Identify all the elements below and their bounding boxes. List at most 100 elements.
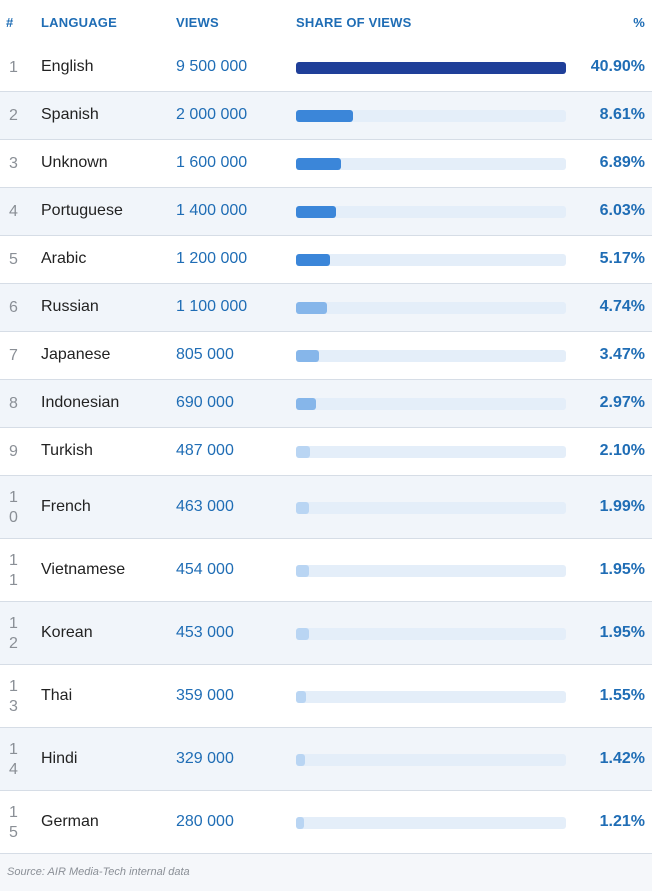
share-bar-track	[296, 206, 566, 218]
row-language: Russian	[41, 298, 99, 315]
table-row: 5 Arabic 1 200 000 5.17%	[0, 236, 652, 284]
row-percent: 40.90%	[590, 58, 645, 75]
share-bar-track	[296, 398, 566, 410]
row-views: 805 000	[176, 346, 234, 363]
row-language: Turkish	[41, 442, 93, 459]
header-rank: #	[6, 15, 14, 30]
row-percent: 6.03%	[599, 202, 645, 219]
row-views: 487 000	[176, 442, 234, 459]
table-row: 13 Thai 359 000 1.55%	[0, 665, 652, 728]
row-percent: 3.47%	[599, 346, 645, 363]
row-percent: 5.17%	[599, 250, 645, 267]
row-percent: 8.61%	[599, 106, 645, 123]
header-percent: %	[633, 15, 645, 30]
row-rank: 9	[9, 443, 18, 460]
row-rank: 5	[9, 251, 18, 268]
share-bar-track	[296, 110, 566, 122]
row-language: Thai	[41, 686, 73, 704]
row-views: 359 000	[176, 686, 234, 704]
share-bar-track	[296, 62, 566, 74]
share-bar-track	[296, 816, 566, 829]
row-rank: 1	[9, 59, 18, 76]
table-row: 7 Japanese 805 000 3.47%	[0, 332, 652, 380]
share-bar-track	[296, 753, 566, 766]
row-language: Indonesian	[41, 394, 120, 411]
share-bar	[296, 158, 341, 170]
row-rank: 3	[9, 155, 18, 172]
row-rank: 12	[9, 614, 18, 652]
share-bar	[296, 302, 327, 314]
row-views: 1 600 000	[176, 154, 248, 171]
row-percent: 1.21%	[599, 812, 645, 830]
row-percent: 1.42%	[599, 749, 645, 767]
row-views: 454 000	[176, 560, 234, 578]
table-row: 9 Turkish 487 000 2.10%	[0, 428, 652, 476]
header-views: VIEWS	[176, 15, 219, 30]
row-percent: 2.10%	[599, 442, 645, 459]
row-rank: 11	[9, 551, 18, 589]
share-bar	[296, 627, 309, 640]
row-rank: 15	[9, 803, 18, 841]
row-views: 329 000	[176, 749, 234, 767]
share-bar	[296, 206, 336, 218]
row-rank: 13	[9, 677, 18, 715]
share-bar	[296, 254, 330, 266]
table-row: 10 French 463 000 1.99%	[0, 476, 652, 539]
header-share: SHARE OF VIEWS	[296, 15, 412, 30]
row-views: 1 100 000	[176, 298, 248, 315]
row-views: 2 000 000	[176, 106, 248, 123]
table-row: 2 Spanish 2 000 000 8.61%	[0, 92, 652, 140]
row-views: 1 200 000	[176, 250, 248, 267]
row-language: Unknown	[41, 154, 108, 171]
share-bar	[296, 753, 305, 766]
share-bar	[296, 62, 566, 74]
share-bar-track	[296, 446, 566, 458]
row-views: 690 000	[176, 394, 234, 411]
share-bar-track	[296, 350, 566, 362]
row-rank: 2	[9, 107, 18, 124]
table-row: 12 Korean 453 000 1.95%	[0, 602, 652, 665]
row-language: Vietnamese	[41, 560, 126, 578]
row-language: Arabic	[41, 250, 87, 267]
row-views: 9 500 000	[176, 58, 248, 75]
share-bar-track	[296, 627, 566, 640]
table-row: 15 German 280 000 1.21%	[0, 791, 652, 854]
table-row: 14 Hindi 329 000 1.42%	[0, 728, 652, 791]
share-bar-track	[296, 254, 566, 266]
row-views: 280 000	[176, 812, 234, 830]
row-language: English	[41, 58, 94, 75]
table-row: 1 English 9 500 000 40.90%	[0, 44, 652, 92]
row-percent: 2.97%	[599, 394, 645, 411]
row-views: 463 000	[176, 497, 234, 515]
share-bar-track	[296, 302, 566, 314]
table-row: 8 Indonesian 690 000 2.97%	[0, 380, 652, 428]
row-views: 1 400 000	[176, 202, 248, 219]
row-percent: 1.95%	[599, 560, 645, 578]
share-bar	[296, 110, 353, 122]
row-language: Portuguese	[41, 202, 123, 219]
share-bar-track	[296, 564, 566, 577]
share-bar	[296, 816, 304, 829]
row-rank: 14	[9, 740, 18, 778]
share-bar	[296, 398, 316, 410]
row-percent: 1.55%	[599, 686, 645, 704]
share-bar	[296, 690, 306, 703]
row-percent: 1.95%	[599, 623, 645, 641]
share-bar-track	[296, 501, 566, 514]
table-row: 3 Unknown 1 600 000 6.89%	[0, 140, 652, 188]
share-bar	[296, 350, 319, 362]
table-row: 6 Russian 1 100 000 4.74%	[0, 284, 652, 332]
share-bar-track	[296, 158, 566, 170]
share-bar	[296, 501, 309, 514]
row-language: Hindi	[41, 749, 78, 767]
row-language: Korean	[41, 623, 93, 641]
row-language: French	[41, 497, 91, 515]
row-rank: 4	[9, 203, 18, 220]
row-language: Japanese	[41, 346, 111, 363]
row-rank: 7	[9, 347, 18, 364]
row-rank: 10	[9, 488, 18, 526]
table-row: 11 Vietnamese 454 000 1.95%	[0, 539, 652, 602]
row-language: Spanish	[41, 106, 99, 123]
header-language: LANGUAGE	[41, 15, 117, 30]
row-rank: 6	[9, 299, 18, 316]
